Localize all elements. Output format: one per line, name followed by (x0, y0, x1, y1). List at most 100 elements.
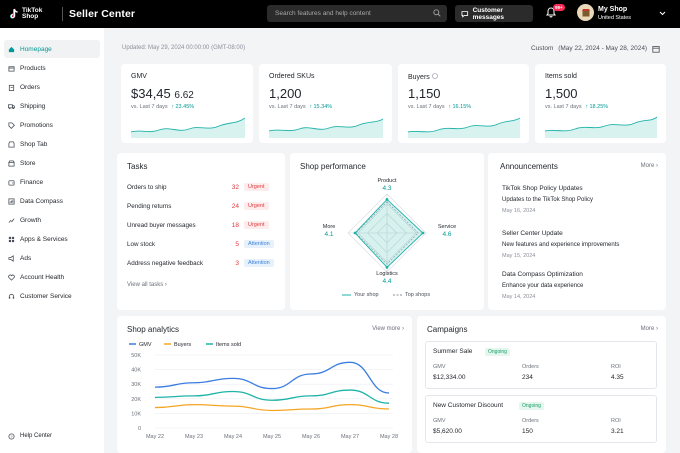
sidebar-item-shipping[interactable]: Shipping (4, 97, 100, 115)
metric-label: Orders (522, 364, 539, 370)
sidebar-item-orders[interactable]: Orders (4, 78, 100, 96)
x-tick-label: May 27 (341, 434, 359, 440)
sidebar-item-label: Products (20, 64, 46, 72)
sidebar-item-label: Shipping (20, 102, 46, 110)
radar-label-more: More 4.1 (322, 224, 336, 238)
sidebar-item-promotions[interactable]: Promotions (4, 116, 100, 134)
sidebar-item-apps-services[interactable]: Apps & Services (4, 230, 100, 248)
task-row[interactable]: Low stock 5 Attention (127, 237, 277, 251)
tiktok-shop-logo[interactable]: TikTok Shop (8, 7, 56, 21)
heart-icon (8, 274, 15, 281)
updated-timestamp: Updated: May 29, 2024 00:00:00 (GMT-08:0… (122, 45, 246, 51)
announcements-title: Announcements (500, 162, 558, 171)
date-range-value: (May 22, 2024 - May 28, 2024) (558, 45, 648, 52)
shop-performance-title: Shop performance (300, 162, 366, 171)
kpi-card-ordered-skus[interactable]: Ordered SKUs 1,200 vs. Last 7 days ↑ 15.… (259, 64, 392, 143)
bell-icon[interactable] (546, 7, 556, 18)
sidebar-item-label: Account Health (20, 273, 65, 281)
sidebar-item-label: Ads (20, 254, 32, 262)
task-row[interactable]: Unread buyer messages 18 Urgent (127, 218, 277, 232)
campaign-item[interactable]: Summer Sale Ongoing GMV $12,334.00 Order… (425, 341, 657, 389)
campaign-orders: 150 (522, 428, 533, 435)
kpi-comparison: vs. Last 7 days ↑ 23.45% (131, 104, 195, 110)
announcement-item[interactable]: TikTok Shop Policy Updates Updates to th… (502, 185, 593, 214)
date-range-picker[interactable]: Custom (May 22, 2024 - May 28, 2024) (531, 45, 647, 52)
sidebar-item-store[interactable]: Store (4, 154, 100, 172)
x-tick-label: May 23 (185, 434, 203, 440)
search-input[interactable]: Search features and help content (267, 5, 447, 22)
kpi-sparkline (545, 116, 657, 138)
campaign-item[interactable]: New Customer Discount Ongoing GMV $5,620… (425, 395, 657, 443)
radar-grid-ring (376, 222, 398, 244)
task-count: 3 (235, 259, 239, 267)
campaigns-more-link[interactable]: More › (640, 326, 658, 332)
legend-dashed-line-icon (393, 294, 402, 296)
kpi-card-items-sold[interactable]: Items sold 1,500 vs. Last 7 days ↑ 18.25… (535, 64, 666, 143)
shop-icon (8, 140, 15, 148)
sidebar-item-finance[interactable]: Finance (4, 173, 100, 191)
shop-analytics-line-chart: GMV Buyers Items sold 0 10K 20K 30K 40K 50K May 2… (129, 342, 398, 440)
x-tick-label: May 25 (263, 434, 281, 440)
announcement-item[interactable]: Seller Center Update New features and ex… (502, 230, 619, 259)
x-tick-label: May 28 (380, 434, 398, 440)
announcement-title: TikTok Shop Policy Updates (502, 185, 583, 192)
kpi-change: ↑ 18.25% (585, 104, 609, 110)
logo-text-line2: Shop (22, 13, 39, 20)
sidebar-item-account-health[interactable]: Account Health (4, 268, 100, 286)
growth-icon (8, 218, 15, 223)
sidebar-item-homepage[interactable]: Homepage (4, 40, 100, 58)
customer-messages-button[interactable]: Customer messages (455, 5, 533, 22)
task-count: 18 (231, 221, 239, 229)
sidebar-item-customer-service[interactable]: Customer Service (4, 287, 100, 305)
analytics-view-more-link[interactable]: View more › (372, 326, 404, 332)
task-row[interactable]: Orders to ship 32 Urgent (127, 180, 277, 194)
chevron-down-icon[interactable] (659, 11, 666, 16)
campaign-gmv: $5,620.00 (433, 428, 462, 435)
tag-icon (8, 121, 15, 129)
y-tick-label: 30K (131, 382, 141, 388)
campaign-orders: 234 (522, 374, 533, 381)
series-line (154, 389, 390, 404)
radar-label-logistics: Logistics 4.4 (376, 271, 398, 285)
sidebar-item-products[interactable]: Products (4, 59, 100, 77)
radar-grid-ring (357, 203, 417, 263)
chevron-right-icon: › (164, 282, 167, 288)
kpi-card-buyers[interactable]: Buyers 1,150 vs. Last 7 days ↑ 16.15% (398, 64, 529, 143)
search-icon (433, 9, 441, 17)
sidebar-item-growth[interactable]: Growth (4, 211, 100, 229)
task-row[interactable]: Pending returns 24 Urgent (127, 199, 277, 213)
help-center-link[interactable]: ? Help Center (4, 427, 100, 445)
kpi-comparison: vs. Last 7 days ↑ 18.25% (545, 104, 609, 110)
shop-performance-card: Shop performance Product 4.3 Service 4.6 L… (290, 153, 484, 310)
announcements-more-link[interactable]: More › (640, 163, 658, 169)
shop-avatar[interactable] (577, 4, 594, 21)
announcement-date: May 14, 2024 (502, 294, 536, 300)
customer-messages-label: Customer messages (472, 6, 505, 21)
announcement-desc: Updates to the TikTok Shop Policy (502, 197, 594, 203)
info-icon[interactable] (431, 73, 438, 79)
help-icon: ? (8, 432, 15, 440)
tasks-card: Tasks Orders to ship 32 Urgent Pending r… (117, 153, 285, 310)
task-row[interactable]: Address negative feedback 3 Attention (127, 256, 277, 270)
ads-icon (8, 254, 14, 262)
announcement-date: May 15, 2024 (502, 253, 536, 259)
announcement-item[interactable]: Data Compass Optimization Enhance your d… (502, 271, 583, 300)
sidebar-item-label: Apps & Services (20, 235, 68, 243)
sidebar-item-ads[interactable]: Ads (4, 249, 100, 267)
series-line (154, 361, 390, 394)
radar-label-product: Product 4.3 (377, 178, 397, 192)
tasks-title: Tasks (127, 162, 148, 171)
urgent-tag: Urgent (244, 183, 269, 191)
radar-your-shop-area (354, 198, 424, 268)
shop-name[interactable]: My Shop (598, 6, 628, 13)
store-icon (8, 159, 15, 167)
announcement-title: Seller Center Update (502, 230, 563, 237)
header-divider (62, 7, 63, 21)
top-bar: TikTok Shop Seller Center Search feature… (0, 0, 680, 28)
sidebar-item-data-compass[interactable]: Data Compass (4, 192, 100, 210)
kpi-card-gmv[interactable]: GMV $34,45 6.62 vs. Last 7 days ↑ 23.45% (121, 64, 253, 143)
sidebar-item-shop-tab[interactable]: Shop Tab (4, 135, 100, 153)
calendar-icon[interactable] (652, 45, 660, 53)
task-count: 24 (231, 202, 239, 210)
view-all-tasks-link[interactable]: View all tasks › (127, 282, 167, 288)
